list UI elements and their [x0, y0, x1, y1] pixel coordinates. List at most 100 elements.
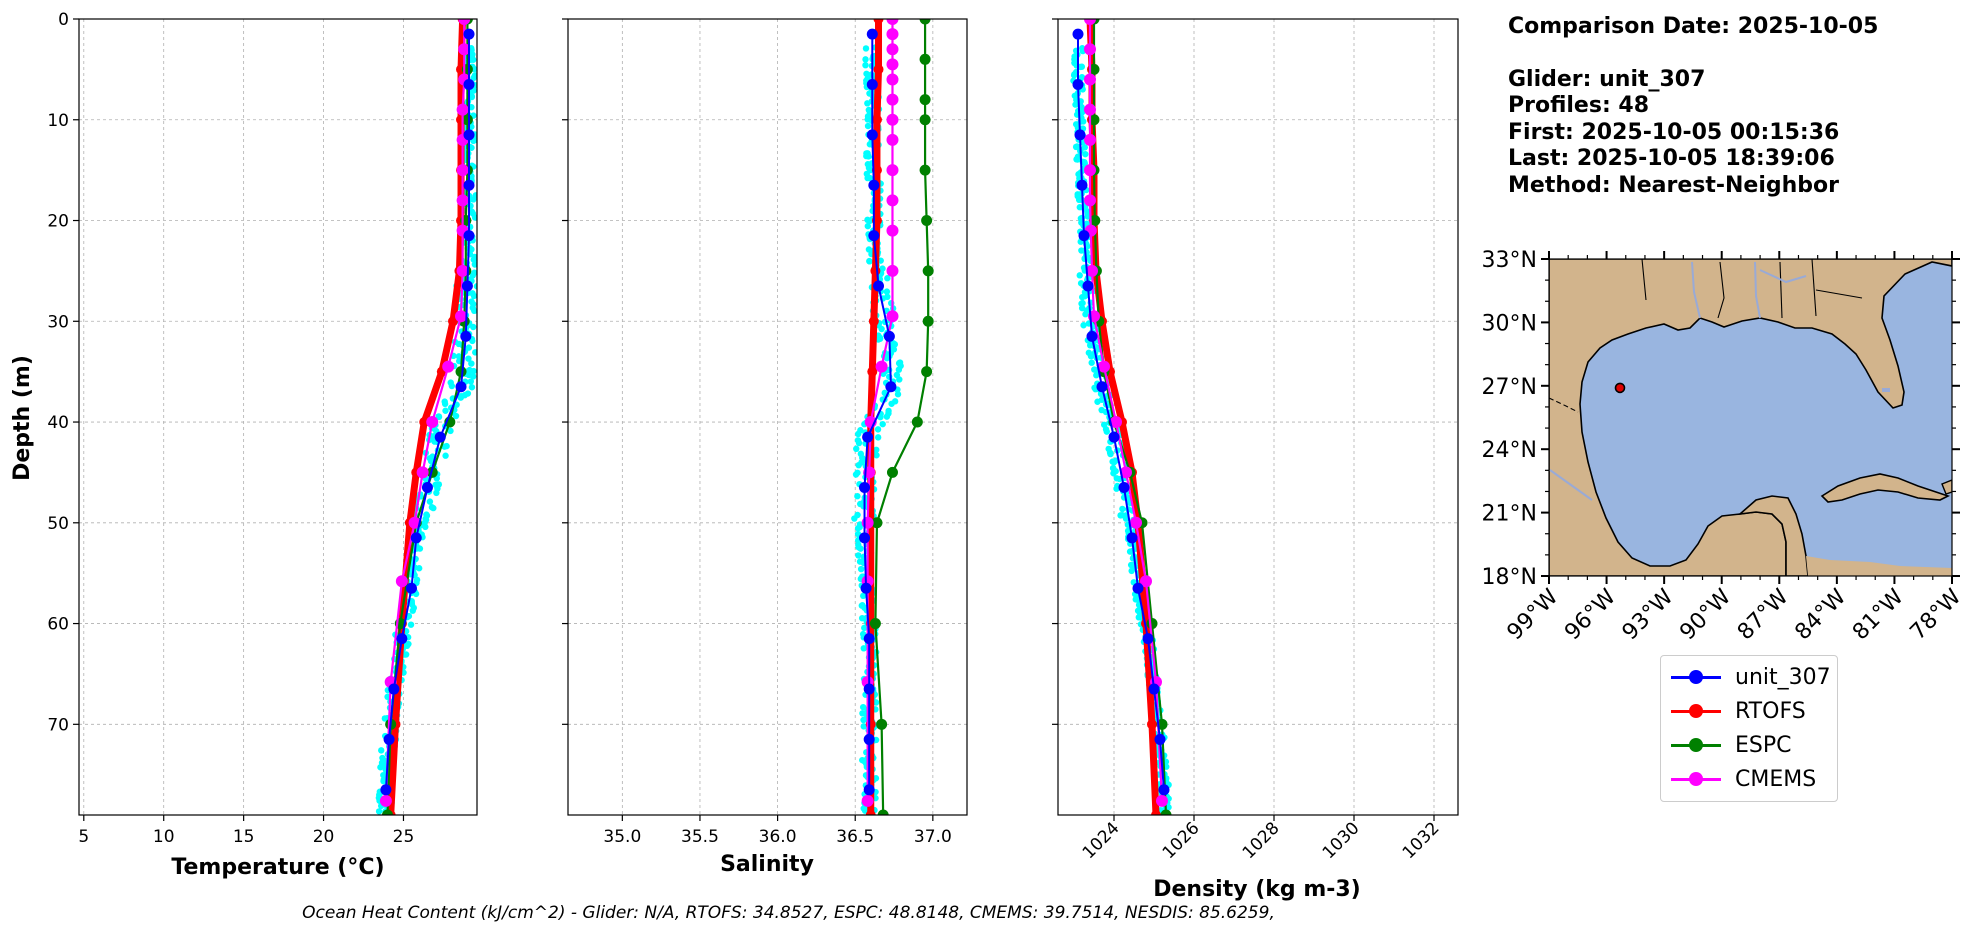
data-point-espc — [1088, 114, 1100, 126]
glider-sample-point — [468, 93, 476, 100]
lat-tick-label: 33°N — [1482, 248, 1537, 273]
data-point-espc — [919, 94, 931, 106]
series-line-rtofs — [867, 19, 883, 815]
glider-sample-point — [862, 61, 869, 69]
x-tick-label: 10 — [153, 827, 175, 847]
data-point-cmems — [886, 93, 899, 106]
glider-sample-point — [854, 430, 862, 438]
x-tick-label: 15 — [233, 827, 255, 847]
glider-sample-point — [859, 602, 866, 609]
x-tick-label: 1032 — [1399, 818, 1444, 863]
data-point-unit-307 — [1078, 230, 1090, 242]
data-point-unit-307 — [1082, 280, 1094, 292]
glider-sample-point — [1088, 359, 1095, 366]
glider-sample-point — [1113, 485, 1120, 492]
x-tick-label: 1024 — [1079, 818, 1124, 863]
data-point-espc — [919, 53, 931, 65]
x-tick-label: 35.0 — [603, 827, 641, 847]
data-point-cmems — [456, 264, 469, 277]
data-point-unit-307 — [868, 179, 880, 191]
data-point-espc — [381, 809, 393, 815]
x-tick-label: 37.0 — [914, 827, 952, 847]
data-point-cmems — [875, 360, 888, 373]
data-point-cmems — [886, 73, 899, 86]
data-point-unit-307 — [1076, 179, 1088, 191]
legend: unit_307 RTOFS ESPC CMEMS — [1660, 655, 1838, 802]
data-point-cmems — [886, 19, 899, 25]
density-panel: 1024 1026 1028 1030 1032 Density (kg m-3) — [1052, 18, 1459, 902]
glider-sample-point — [1119, 505, 1126, 513]
lon-tick-label: 84°W — [1790, 584, 1851, 645]
glider-sample-point — [378, 747, 385, 754]
x-tick-label: 20 — [313, 827, 335, 847]
lon-tick-label: 96°W — [1560, 584, 1621, 645]
data-point-espc — [911, 416, 923, 428]
data-point-espc — [922, 265, 934, 277]
data-point-cmems — [1084, 43, 1096, 56]
glider-name: Glider: unit_307 — [1508, 66, 1706, 92]
glider-sample-point — [426, 498, 434, 505]
map-frame — [1548, 258, 1953, 577]
data-point-cmems — [456, 164, 469, 177]
map-land-hispaniola — [1941, 479, 1952, 495]
glider-sample-point — [864, 222, 872, 230]
data-point-cmems — [1084, 103, 1096, 116]
data-point-espc — [919, 164, 931, 176]
glider-sample-point — [1082, 311, 1089, 318]
glider-sample-point — [1081, 160, 1088, 167]
comparison-date: Comparison Date: 2025-10-05 — [1508, 14, 1879, 39]
data-point-unit-307 — [434, 431, 446, 443]
data-point-cmems — [886, 224, 899, 237]
glider-sample-point — [896, 376, 903, 383]
x-tick-label: 25 — [393, 827, 415, 847]
data-point-rtofs — [419, 417, 430, 428]
series-line-unit-307 — [1077, 34, 1165, 790]
glider-sample-point — [859, 710, 866, 717]
data-point-espc — [461, 114, 473, 126]
data-point-espc — [455, 366, 467, 378]
glider-sample-point — [895, 360, 903, 367]
x-tick-label: 36.0 — [759, 827, 797, 847]
data-point-unit-307 — [463, 129, 475, 141]
data-point-unit-307 — [863, 733, 875, 745]
data-point-unit-307 — [1132, 582, 1144, 594]
data-point-cmems — [1120, 466, 1132, 479]
glider-sample-point — [470, 74, 477, 82]
interp-method: Method: Nearest-Neighbor — [1508, 172, 1839, 198]
glider-sample-point — [878, 325, 885, 333]
salinity-axes-frame — [567, 18, 968, 816]
data-point-cmems — [886, 194, 899, 207]
glider-sample-point — [470, 292, 477, 300]
map-rivers — [1549, 261, 1807, 501]
lon-tick-label: 90°W — [1675, 584, 1736, 645]
data-point-cmems — [408, 516, 421, 529]
glider-sample-point — [883, 288, 891, 295]
series-line-espc — [386, 19, 469, 815]
data-point-unit-307 — [1072, 28, 1084, 40]
glider-sample-point — [883, 354, 891, 362]
data-point-unit-307 — [866, 129, 878, 141]
data-point-espc — [869, 618, 881, 630]
legend-label-rtofs: RTOFS — [1735, 698, 1806, 724]
data-point-unit-307 — [1072, 78, 1084, 90]
glider-sample-point — [407, 621, 415, 628]
data-point-cmems — [442, 360, 455, 373]
x-tick-label: 35.5 — [681, 827, 719, 847]
lon-tick-label: 81°W — [1848, 584, 1909, 645]
data-point-espc — [876, 718, 888, 730]
glider-sample-point — [894, 391, 902, 398]
glider-sample-point — [1081, 293, 1088, 300]
map-land-central-america — [1806, 556, 1952, 576]
data-point-espc — [919, 114, 931, 126]
location-map: 33°N 30°N 27°N 24°N 21°N 18°N99°W96°W93°W90°W… — [1482, 248, 1967, 645]
data-point-unit-307 — [463, 28, 475, 40]
data-point-unit-307 — [859, 532, 871, 544]
glider-sample-point — [471, 214, 477, 221]
glider-sample-point — [895, 366, 903, 373]
data-point-rtofs — [870, 265, 881, 276]
salinity-grid — [568, 18, 967, 815]
data-point-unit-307 — [866, 28, 878, 40]
glider-sample-point — [1093, 372, 1100, 379]
glider-sample-point — [1122, 515, 1130, 522]
glider-sample-point — [380, 777, 387, 785]
